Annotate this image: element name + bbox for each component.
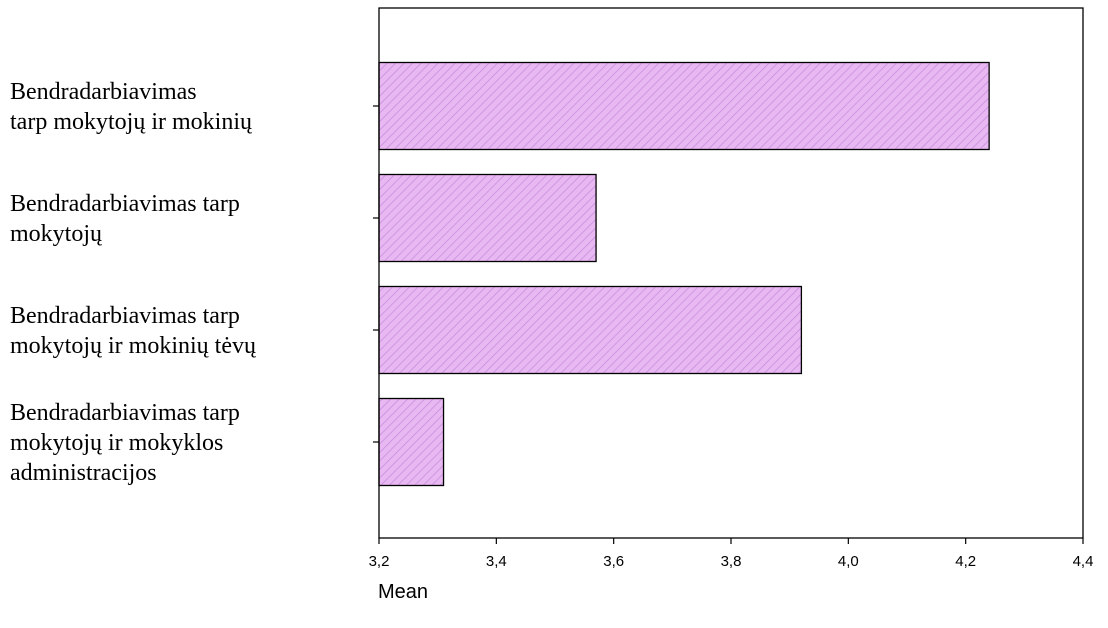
x-tick-label: 4,2	[955, 553, 976, 570]
category-label-line: administracijos	[10, 460, 157, 486]
category-label-line: mokytojų	[10, 221, 103, 247]
bars-layer	[378, 61, 990, 487]
bar-4	[378, 397, 445, 487]
x-axis-ticks: 3,2 3,4 3,6 3,8 4,0 4,2 4,4	[369, 538, 1094, 570]
x-tick-label: 4,4	[1073, 553, 1094, 570]
category-label-1: Bendradarbiavimas tarp mokytojų ir mokini…	[10, 79, 253, 135]
x-tick-label: 3,6	[603, 553, 624, 570]
x-tick-label: 3,8	[721, 553, 742, 570]
category-label-line: tarp mokytojų ir mokinių	[10, 109, 253, 135]
bar-1	[378, 61, 990, 151]
x-tick-label: 4,0	[838, 553, 859, 570]
x-tick-label: 3,4	[486, 553, 507, 570]
category-label-2: Bendradarbiavimas tarp mokytojų	[10, 191, 240, 247]
category-label-line: Bendradarbiavimas tarp	[10, 303, 240, 329]
category-label-line: mokytojų ir mokyklos	[10, 430, 223, 456]
category-label-line: mokytojų ir mokinių tėvų	[10, 333, 257, 359]
bar-2	[378, 173, 597, 263]
category-labels: Bendradarbiavimas tarp mokytojų ir mokini…	[10, 79, 257, 486]
y-axis-ticks	[373, 105, 379, 443]
category-label-3: Bendradarbiavimas tarp mokytojų ir mokini…	[10, 303, 257, 359]
category-label-line: Bendradarbiavimas tarp	[10, 191, 240, 217]
x-tick-label: 3,2	[369, 553, 390, 570]
category-label-line: Bendradarbiavimas	[10, 79, 197, 105]
category-label-line: Bendradarbiavimas tarp	[10, 400, 240, 426]
category-label-4: Bendradarbiavimas tarp mokytojų ir mokykl…	[10, 400, 240, 486]
x-axis-title: Mean	[378, 581, 428, 603]
bar-3	[378, 285, 803, 375]
